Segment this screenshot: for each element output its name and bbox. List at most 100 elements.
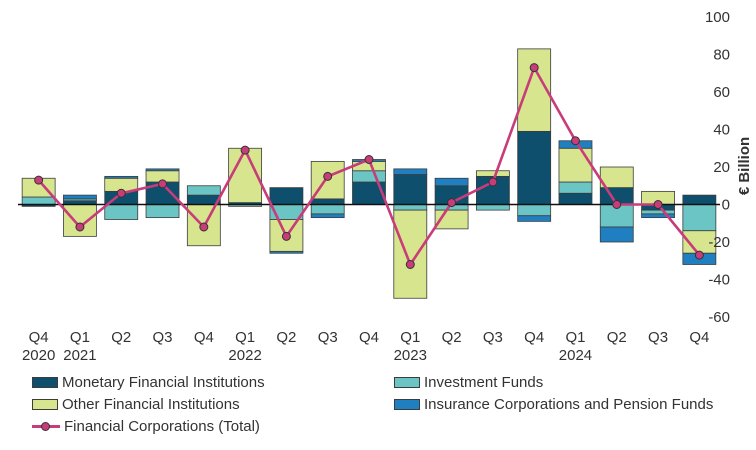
legend-label-icpf: Insurance Corporations and Pension Funds xyxy=(424,396,714,413)
x-tick-quarter: Q2 xyxy=(276,329,296,346)
bar-segment xyxy=(63,194,97,200)
bar-segment xyxy=(63,204,97,237)
legend-swatch-icpf xyxy=(394,399,420,410)
legend-item-investment-funds: Investment Funds xyxy=(394,374,543,391)
bar-segment xyxy=(682,194,717,205)
x-tick-year: 2023 xyxy=(394,347,427,364)
bar-segment xyxy=(475,170,510,177)
bar-segment xyxy=(641,213,675,219)
bar-segment xyxy=(269,250,304,254)
total-line-point xyxy=(612,200,622,209)
bar-segment xyxy=(475,204,510,211)
x-tick-quarter: Q2 xyxy=(111,329,131,346)
legend-label-total: Financial Corporations (Total) xyxy=(64,418,260,435)
x-tick-quarter: Q3 xyxy=(648,329,668,346)
total-line-point xyxy=(364,155,374,164)
total-line-point xyxy=(116,188,126,198)
total-line-point xyxy=(199,222,209,232)
bar-segment xyxy=(599,226,634,243)
y-tick-label: 60 xyxy=(713,84,730,101)
legend-label-mfi: Monetary Financial Institutions xyxy=(62,374,265,391)
bar-segment xyxy=(393,204,428,211)
legend-swatch-mfi xyxy=(32,377,58,388)
bar-segment xyxy=(517,130,552,205)
bar-segment xyxy=(145,168,180,172)
bar-segment xyxy=(393,209,428,299)
y-axis-ticks: 100 80 60 40 20 0 -20 -40 -60 xyxy=(705,9,730,326)
legend-item-ofi: Other Financial Institutions xyxy=(32,396,240,413)
total-line-point xyxy=(34,175,44,185)
bar-segment xyxy=(310,204,345,215)
x-tick-year: 2024 xyxy=(559,347,592,364)
total-line-point xyxy=(488,177,498,187)
total-line-point xyxy=(323,171,333,181)
x-tick-quarter: Q3 xyxy=(153,329,173,346)
legend: Monetary Financial Institutions Investme… xyxy=(32,372,752,442)
bar-segment xyxy=(104,175,139,179)
y-tick-label: -60 xyxy=(708,309,730,326)
x-tick-quarter: Q4 xyxy=(194,329,214,346)
legend-swatch-total xyxy=(32,421,60,432)
bar-segment xyxy=(558,181,593,194)
y-tick-label: 100 xyxy=(705,9,730,26)
bar-segment xyxy=(517,204,552,217)
bar-segment xyxy=(393,168,428,175)
total-line-point xyxy=(694,250,704,260)
bar-segment xyxy=(517,215,552,222)
total-line-point xyxy=(75,222,85,232)
total-line-point xyxy=(447,198,457,208)
legend-swatch-investment-funds xyxy=(394,377,420,388)
total-line xyxy=(34,63,704,269)
legend-item-icpf: Insurance Corporations and Pension Funds xyxy=(394,396,713,413)
y-tick-label: 40 xyxy=(713,122,730,139)
total-line-point xyxy=(240,145,250,155)
bar-segment xyxy=(145,204,180,219)
bar-segment xyxy=(558,147,593,183)
bar-segment xyxy=(21,196,56,205)
y-tick-label: 20 xyxy=(713,159,730,176)
bar-segment xyxy=(393,174,428,205)
bar-segment xyxy=(310,213,345,219)
legend-label-ofi: Other Financial Institutions xyxy=(62,396,240,413)
total-line-point xyxy=(281,231,291,241)
total-line-point xyxy=(405,260,415,269)
x-tick-year: 2022 xyxy=(228,347,261,364)
bar-segment xyxy=(517,48,552,132)
y-tick-label: -40 xyxy=(708,272,730,289)
x-tick-year: 2020 xyxy=(22,347,55,364)
legend-label-investment-funds: Investment Funds xyxy=(424,374,544,391)
x-tick-quarter: Q4 xyxy=(29,329,49,346)
x-tick-quarter: Q1 xyxy=(235,329,255,346)
x-tick-quarter: Q3 xyxy=(483,329,503,346)
total-line-point xyxy=(653,200,663,209)
bar-segment xyxy=(682,204,717,232)
bar-segment xyxy=(434,177,469,187)
x-tick-year: 2021 xyxy=(63,347,96,364)
y-tick-label: -20 xyxy=(708,234,730,251)
legend-item-mfi: Monetary Financial Institutions xyxy=(32,374,265,391)
y-tick-label: 0 xyxy=(722,197,730,214)
bar-segment xyxy=(310,198,345,205)
legend-item-total: Financial Corporations (Total) xyxy=(32,418,260,435)
bar-segment xyxy=(558,192,593,205)
x-tick-quarter: Q4 xyxy=(524,329,544,346)
total-line-point xyxy=(529,63,539,73)
bar-segment xyxy=(186,185,221,196)
bar-segment xyxy=(269,187,304,205)
x-tick-quarter: Q1 xyxy=(400,329,420,346)
x-tick-quarter: Q4 xyxy=(359,329,379,346)
x-tick-quarter: Q2 xyxy=(607,329,627,346)
bar-segment xyxy=(352,170,386,183)
bars xyxy=(21,48,717,299)
bar-segment xyxy=(641,209,675,215)
x-tick-quarter: Q4 xyxy=(689,329,709,346)
y-tick-label: 80 xyxy=(713,47,730,64)
x-tick-quarter: Q1 xyxy=(70,329,90,346)
total-line-point xyxy=(570,136,580,146)
legend-swatch-ofi xyxy=(32,399,58,410)
total-line-point xyxy=(158,179,168,189)
x-tick-quarter: Q1 xyxy=(565,329,585,346)
y-axis-label: € Billion xyxy=(736,137,753,195)
